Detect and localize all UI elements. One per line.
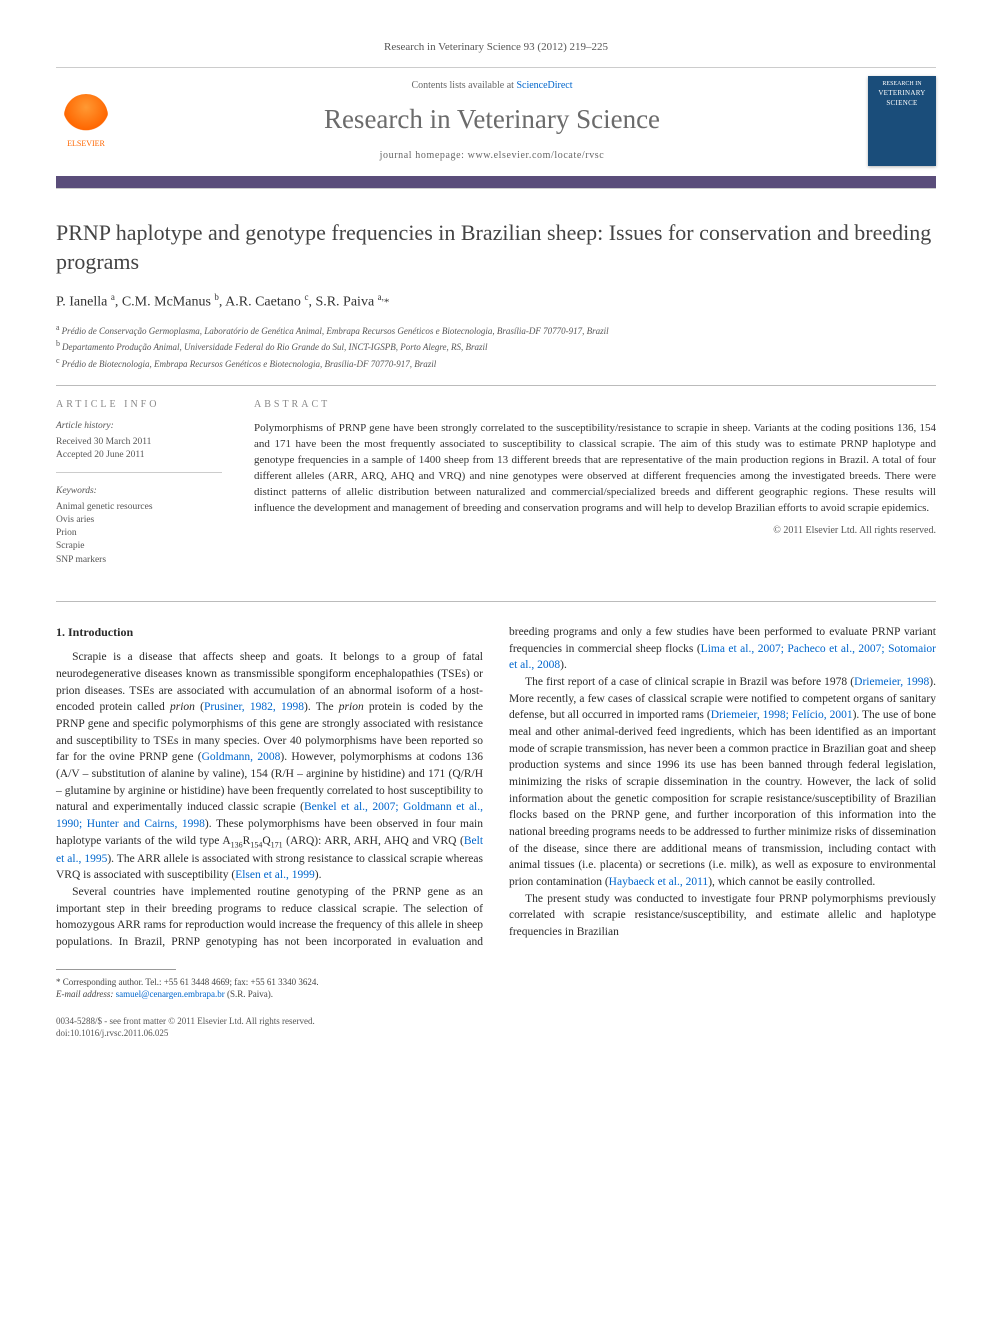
bottom-meta: 0034-5288/$ - see front matter © 2011 El… (56, 1015, 936, 1040)
citation-link[interactable]: Goldmann, 2008 (202, 751, 281, 763)
abstract-copyright: © 2011 Elsevier Ltd. All rights reserved… (254, 524, 936, 539)
cover-title: VETERINARY SCIENCE (872, 89, 932, 109)
page-container: Research in Veterinary Science 93 (2012)… (0, 0, 992, 1070)
paragraph: The first report of a case of clinical s… (509, 674, 936, 891)
header-center: Contents lists available at ScienceDirec… (130, 79, 854, 163)
text-run: ). (315, 869, 322, 881)
history-block: Article history: Received 30 March 2011 … (56, 420, 222, 473)
keywords-label: Keywords: (56, 485, 222, 498)
elsevier-tree-icon (64, 94, 108, 138)
top-citation: Research in Veterinary Science 93 (2012)… (56, 40, 936, 55)
text-run: ), which cannot be easily controlled. (708, 876, 875, 888)
affil-text: Prédio de Conservação Germoplasma, Labor… (62, 326, 609, 336)
citation-link[interactable]: Driemeier, 1998; Felício, 2001 (711, 709, 853, 721)
affil-text: Departamento Produção Animal, Universida… (62, 342, 488, 352)
keyword: Ovis aries (56, 514, 222, 527)
email-link[interactable]: samuel@cenargen.embrapa.br (116, 989, 225, 999)
codon-sub: 154 (250, 840, 262, 849)
paragraph: Scrapie is a disease that affects sheep … (56, 649, 483, 884)
text-run: ). (560, 659, 567, 671)
keyword: SNP markers (56, 554, 222, 567)
body-text: 1. Introduction Scrapie is a disease tha… (56, 624, 936, 951)
info-abstract-row: ARTICLE INFO Article history: Received 3… (56, 385, 936, 602)
author-list: P. Ianella a, C.M. McManus b, A.R. Caeta… (56, 291, 936, 312)
homepage-line: journal homepage: www.elsevier.com/locat… (130, 149, 854, 163)
article-title: PRNP haplotype and genotype frequencies … (56, 219, 936, 276)
prion-italic: prion (339, 701, 364, 713)
keyword: Animal genetic resources (56, 501, 222, 514)
affiliation-row: aPrédio de Conservação Germoplasma, Labo… (56, 322, 936, 339)
keywords-block: Keywords: Animal genetic resources Ovis … (56, 485, 222, 577)
keyword: Prion (56, 527, 222, 540)
footnotes: * Corresponding author. Tel.: +55 61 344… (56, 976, 936, 1001)
email-suffix: (S.R. Paiva). (225, 989, 273, 999)
codon-sub: 136 (231, 840, 243, 849)
abstract: ABSTRACT Polymorphisms of PRNP gene have… (236, 386, 936, 601)
corresponding-author: * Corresponding author. Tel.: +55 61 344… (56, 976, 936, 989)
citation-link[interactable]: Driemeier, 1998 (854, 676, 929, 688)
doi-line: doi:10.1016/j.rvsc.2011.06.025 (56, 1027, 936, 1040)
journal-name: Research in Veterinary Science (130, 101, 854, 139)
citation-link[interactable]: Elsen et al., 1999 (235, 869, 315, 881)
abstract-heading: ABSTRACT (254, 398, 936, 413)
affiliation-row: bDepartamento Produção Animal, Universid… (56, 338, 936, 355)
history-label: Article history: (56, 420, 222, 433)
prion-italic: prion (170, 701, 195, 713)
citation-link[interactable]: Prusiner, 1982, 1998 (204, 701, 304, 713)
article-info-heading: ARTICLE INFO (56, 398, 222, 412)
abstract-text: Polymorphisms of PRNP gene have been str… (254, 421, 936, 517)
journal-cover-thumbnail[interactable]: RESEARCH IN VETERINARY SCIENCE (868, 76, 936, 166)
homepage-url[interactable]: www.elsevier.com/locate/rvsc (468, 150, 605, 161)
header-inner: ELSEVIER Contents lists available at Sci… (56, 68, 936, 174)
text-run: (ARQ): ARR, ARH, AHQ and VRQ ( (283, 835, 464, 847)
article-info: ARTICLE INFO Article history: Received 3… (56, 386, 236, 601)
text-run: ( (195, 701, 204, 713)
citation-link[interactable]: Haybaeck et al., 2011 (609, 876, 709, 888)
elsevier-logo[interactable]: ELSEVIER (56, 88, 116, 154)
email-line: E-mail address: samuel@cenargen.embrapa.… (56, 988, 936, 1001)
text-run: Q (262, 835, 270, 847)
email-label: E-mail address: (56, 989, 113, 999)
issn-line: 0034-5288/$ - see front matter © 2011 El… (56, 1015, 936, 1028)
accepted-date: Accepted 20 June 2011 (56, 449, 222, 462)
contents-prefix: Contents lists available at (411, 80, 516, 91)
text-run: ). The (304, 701, 339, 713)
cover-supertitle: RESEARCH IN (872, 80, 932, 88)
affil-sup: c (56, 356, 60, 365)
paragraph: The present study was conducted to inves… (509, 891, 936, 941)
received-date: Received 30 March 2011 (56, 436, 222, 449)
sciencedirect-link[interactable]: ScienceDirect (516, 80, 572, 91)
affiliations: aPrédio de Conservação Germoplasma, Labo… (56, 322, 936, 372)
publisher-name: ELSEVIER (67, 138, 105, 149)
homepage-prefix: journal homepage: (380, 150, 468, 161)
affil-sup: a (56, 323, 60, 332)
text-run: ). The use of bone meal and other animal… (509, 709, 936, 888)
keyword: Scrapie (56, 540, 222, 553)
affil-sup: b (56, 339, 60, 348)
section-1-heading: 1. Introduction (56, 624, 483, 641)
affiliation-row: cPrédio de Biotecnologia, Embrapa Recurs… (56, 355, 936, 372)
text-run: The first report of a case of clinical s… (525, 676, 854, 688)
codon-sub: 171 (271, 840, 283, 849)
header-color-bar (56, 176, 936, 188)
journal-header: ELSEVIER Contents lists available at Sci… (56, 67, 936, 189)
contents-line: Contents lists available at ScienceDirec… (130, 79, 854, 93)
affil-text: Prédio de Biotecnologia, Embrapa Recurso… (62, 359, 437, 369)
footnote-separator (56, 969, 176, 970)
